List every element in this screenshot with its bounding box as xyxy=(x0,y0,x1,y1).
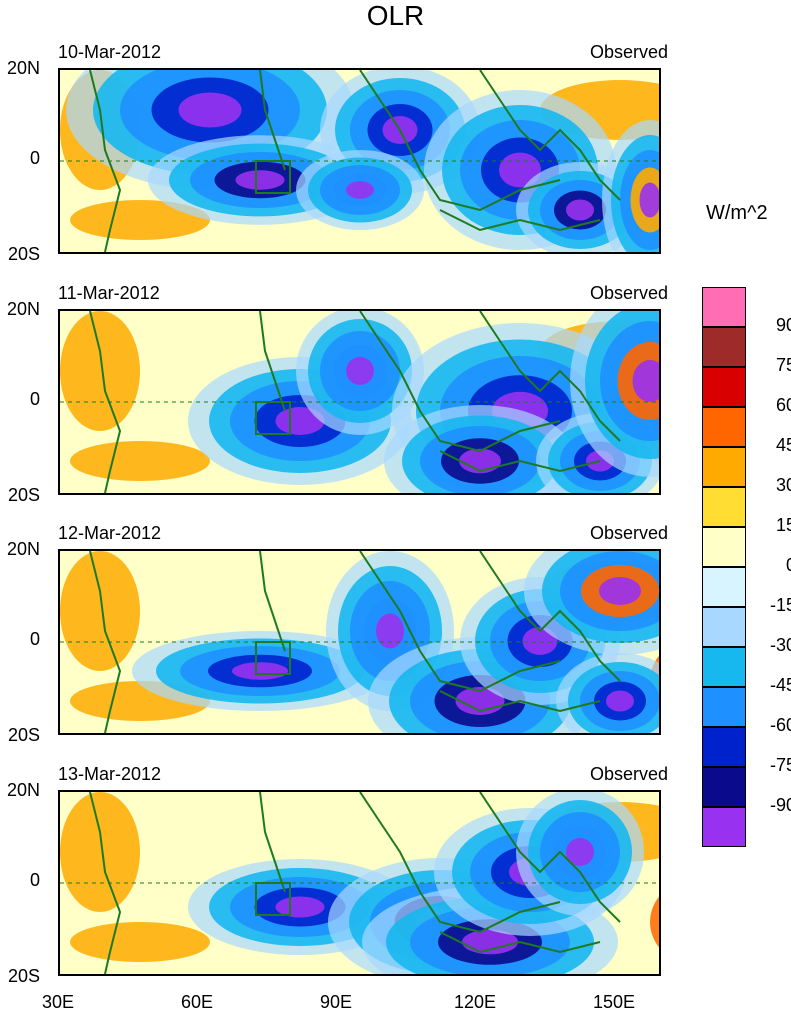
panel-observed-label: Observed xyxy=(589,42,668,62)
colorbar-swatch xyxy=(702,487,746,527)
panel-date: 13-Mar-2012 xyxy=(58,764,162,784)
olr-map xyxy=(58,549,661,735)
olr-map xyxy=(58,790,661,976)
olr-map xyxy=(58,68,661,254)
lon-label-120e: 120E xyxy=(453,992,497,1012)
panel-date: 12-Mar-2012 xyxy=(58,523,162,543)
colorbar-label: -15 xyxy=(769,595,791,615)
panel-observed-label: Observed xyxy=(589,523,668,543)
olr-field xyxy=(60,551,659,733)
colorbar-label: -90 xyxy=(769,795,791,815)
colorbar-label: 45 xyxy=(775,435,791,455)
colorbar-label: -45 xyxy=(769,675,791,695)
panel-date: 11-Mar-2012 xyxy=(58,283,160,303)
colorbar-swatch xyxy=(702,727,746,767)
lat-label-north: 20N xyxy=(6,539,40,559)
colorbar-label: -30 xyxy=(769,635,791,655)
panel-observed-label: Observed xyxy=(589,764,668,784)
olr-field xyxy=(60,311,659,493)
colorbar-label: 15 xyxy=(775,515,791,535)
olr-field xyxy=(60,70,659,252)
colorbar-label: 0 xyxy=(785,555,791,575)
lat-label-south: 20S xyxy=(7,966,40,986)
lat-label-equator: 0 xyxy=(29,148,40,168)
colorbar-label: -60 xyxy=(769,715,791,735)
colorbar-swatch xyxy=(702,647,746,687)
longitude-axis: 30E 60E 90E 120E 150E xyxy=(0,992,791,1014)
colorbar-swatch xyxy=(702,767,746,807)
olr-field xyxy=(60,792,659,974)
lon-label-60e: 60E xyxy=(180,992,214,1012)
chart-title: OLR xyxy=(366,0,425,31)
colorbar-swatch xyxy=(702,447,746,487)
lon-label-90e: 90E xyxy=(319,992,353,1012)
lat-label-south: 20S xyxy=(7,244,40,264)
colorbar-swatch xyxy=(702,327,746,367)
colorbar-label: 75 xyxy=(775,355,791,375)
colorbar-label: 60 xyxy=(775,395,791,415)
colorbar-label: -75 xyxy=(769,755,791,775)
colorbar-label: 90 xyxy=(775,315,791,335)
colorbar-swatch xyxy=(702,527,746,567)
lat-label-north: 20N xyxy=(6,299,40,319)
colorbar-swatch xyxy=(702,807,746,847)
colorbar-swatch xyxy=(702,567,746,607)
olr-map xyxy=(58,309,661,495)
colorbar-label: 30 xyxy=(775,475,791,495)
colorbar-swatch xyxy=(702,367,746,407)
lat-label-equator: 0 xyxy=(29,389,40,409)
lat-label-north: 20N xyxy=(6,58,40,78)
lat-label-south: 20S xyxy=(7,725,40,745)
colorbar-swatch xyxy=(702,687,746,727)
lat-label-north: 20N xyxy=(6,780,40,800)
lat-label-equator: 0 xyxy=(29,870,40,890)
panel-date: 10-Mar-2012 xyxy=(58,42,162,62)
colorbar-swatch xyxy=(702,607,746,647)
lon-label-150e: 150E xyxy=(592,992,636,1012)
lon-label-30e: 30E xyxy=(41,992,75,1012)
colorbar-units: W/m^2 xyxy=(706,202,768,224)
colorbar-swatch xyxy=(702,407,746,447)
lat-label-south: 20S xyxy=(7,485,40,505)
lat-label-equator: 0 xyxy=(29,629,40,649)
panel-observed-label: Observed xyxy=(589,283,668,303)
colorbar-swatch xyxy=(702,287,746,327)
